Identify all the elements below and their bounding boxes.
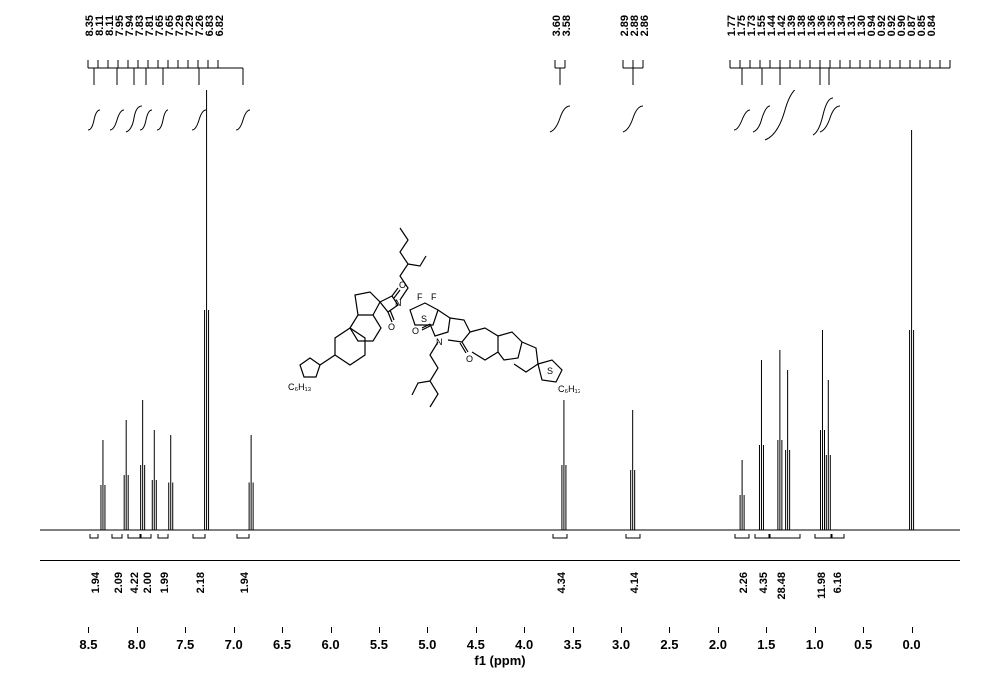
integral-label: 4.14 [629,572,641,593]
integral-label: 6.16 [832,572,844,593]
axis-tick [573,627,574,633]
nmr-chart: 8.35 8.11 8.11 7.95 7.94 7.83 7.81 7.65 … [40,10,960,685]
integral-label: 4.35 [758,572,770,593]
axis-tick [427,627,428,633]
axis-tick-label: 1.5 [757,637,775,652]
axis-tick [669,627,670,633]
integral-labels: 1.94 2.09 4.22 2.00 1.99 2.18 1.94 4.34 … [40,572,960,622]
axis-tick-label: 2.5 [660,637,678,652]
axis-tick [912,627,913,633]
axis-tick-label: 7.0 [225,637,243,652]
axis-tick-label: 0.0 [903,637,921,652]
axis-tick-label: 6.5 [273,637,291,652]
integral-brackets [40,530,960,560]
integral-label: 1.94 [239,572,251,593]
x-axis-title: f1 (ppm) [474,653,525,668]
axis-tick-label: 7.5 [176,637,194,652]
axis-tick [137,627,138,633]
peak-label: 3.58 [561,15,573,36]
axis-tick-label: 2.0 [709,637,727,652]
integral-label: 2.00 [142,572,154,593]
axis-tick-label: 6.0 [321,637,339,652]
axis-tick-label: 0.5 [854,637,872,652]
axis-tick [379,627,380,633]
integral-label: 4.22 [129,572,141,593]
axis-tick-label: 1.0 [806,637,824,652]
axis-tick-label: 4.5 [467,637,485,652]
axis-tick [88,627,89,633]
axis-tick [185,627,186,633]
axis-tick-label: 3.0 [612,637,630,652]
integral-label: 1.99 [159,572,171,593]
peak-label: 2.86 [639,15,651,36]
spectrum-svg [40,90,960,560]
integral-label: 2.09 [113,572,125,593]
axis-tick-label: 5.5 [370,637,388,652]
peak-labels-top: 8.35 8.11 8.11 7.95 7.94 7.83 7.81 7.65 … [40,10,960,60]
axis-tick [766,627,767,633]
integral-label: 2.26 [738,572,750,593]
integral-label: 28.48 [776,572,788,600]
axis-tick-label: 5.0 [418,637,436,652]
axis-tick-label: 3.5 [564,637,582,652]
axis-tick [815,627,816,633]
x-axis: 8.5 8.0 7.5 7.0 6.5 6.0 5.5 5.0 4.5 4.0 3.5 3.0 2.5 2… [40,627,960,677]
plot-area: C₆H₁₃ O N O S F F [40,90,960,561]
axis-tick [621,627,622,633]
integral-label: 11.98 [816,572,828,599]
peak-label: 6.82 [214,15,226,36]
peak-label: 0.84 [926,15,938,36]
axis-tick-label: 4.0 [515,637,533,652]
axis-tick-label: 8.5 [79,637,97,652]
x-axis-line [40,627,960,628]
axis-tick [476,627,477,633]
integral-label: 1.94 [90,572,102,593]
axis-tick [863,627,864,633]
axis-tick [282,627,283,633]
axis-tick [524,627,525,633]
axis-tick-label: 8.0 [128,637,146,652]
axis-tick [718,627,719,633]
axis-tick [331,627,332,633]
axis-tick [234,627,235,633]
integral-label: 4.34 [556,572,568,593]
integral-label: 2.18 [195,572,207,593]
